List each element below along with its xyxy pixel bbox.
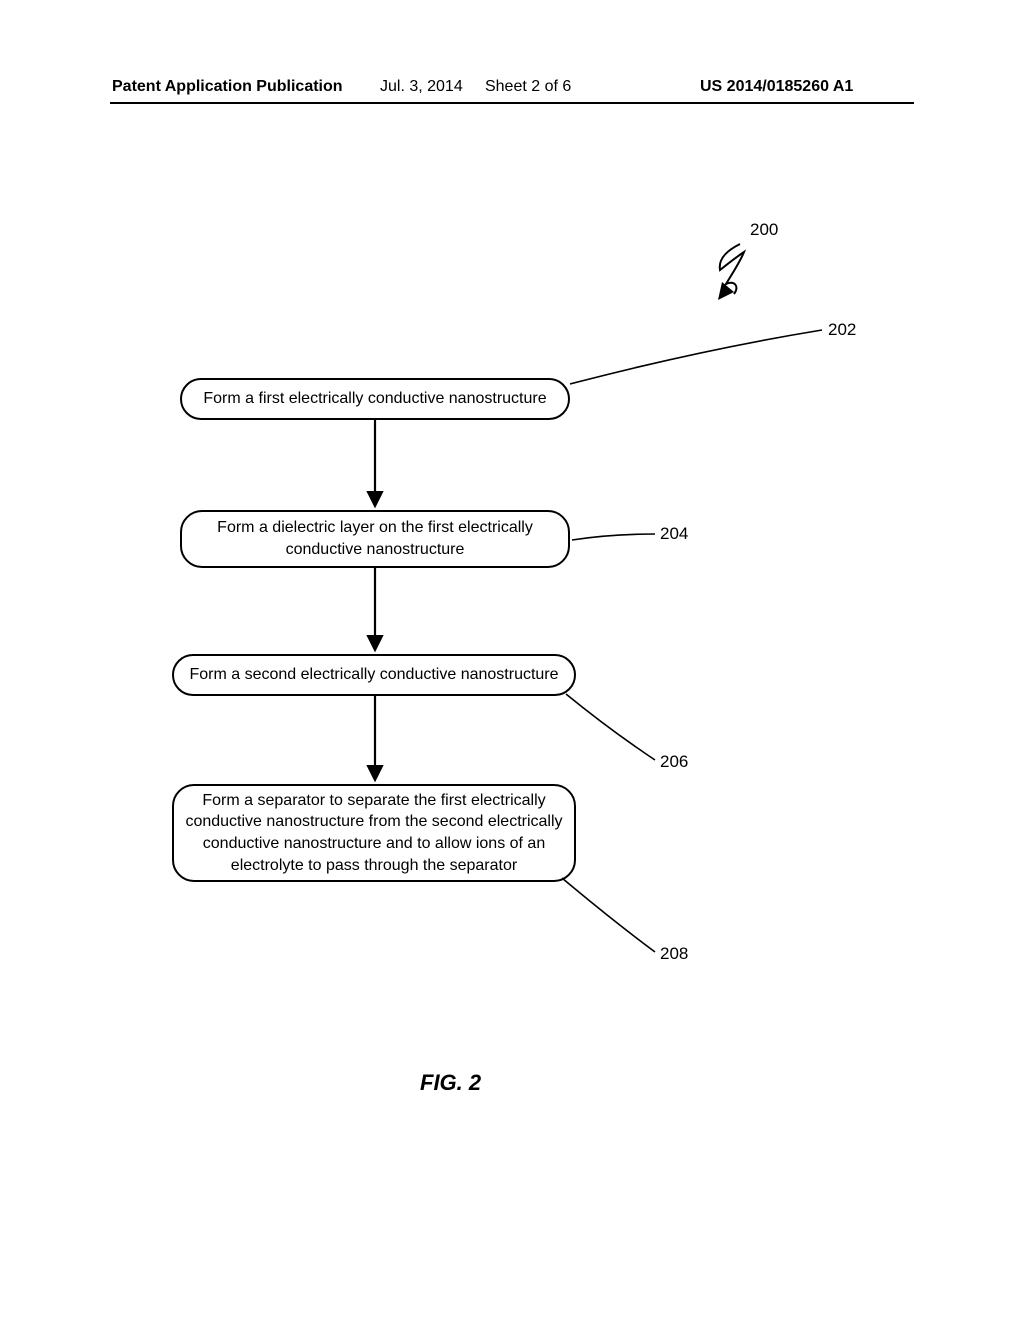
leader-208	[562, 878, 655, 952]
flow-step-202: Form a first electrically conductive nan…	[180, 378, 570, 420]
callout-202: 202	[828, 320, 856, 340]
figure-caption: FIG. 2	[420, 1070, 481, 1096]
leader-202	[570, 330, 822, 384]
page: Patent Application Publication Jul. 3, 2…	[0, 0, 1024, 1320]
header-sheet: Sheet 2 of 6	[485, 78, 571, 95]
flow-step-204: Form a dielectric layer on the first ele…	[180, 510, 570, 568]
flow-step-text: Form a first electrically conductive nan…	[203, 388, 546, 410]
header-right: US 2014/0185260 A1	[700, 78, 853, 96]
header-middle: Jul. 3, 2014 Sheet 2 of 6	[380, 78, 571, 96]
callout-206: 206	[660, 752, 688, 772]
header-left: Patent Application Publication	[112, 78, 343, 96]
flow-step-206: Form a second electrically conductive na…	[172, 654, 576, 696]
flow-step-text: Form a separator to separate the first e…	[184, 790, 564, 876]
callout-204: 204	[660, 524, 688, 544]
callout-208: 208	[660, 944, 688, 964]
ref-label-200: 200	[750, 220, 778, 240]
flow-step-text: Form a second electrically conductive na…	[189, 664, 558, 686]
leader-204	[572, 534, 655, 540]
header-rule	[110, 102, 914, 104]
leader-206	[566, 694, 655, 760]
flow-step-text: Form a dielectric layer on the first ele…	[192, 517, 558, 560]
header-date: Jul. 3, 2014	[380, 78, 463, 95]
flow-step-208: Form a separator to separate the first e…	[172, 784, 576, 882]
ref-arrow-200	[718, 244, 744, 300]
